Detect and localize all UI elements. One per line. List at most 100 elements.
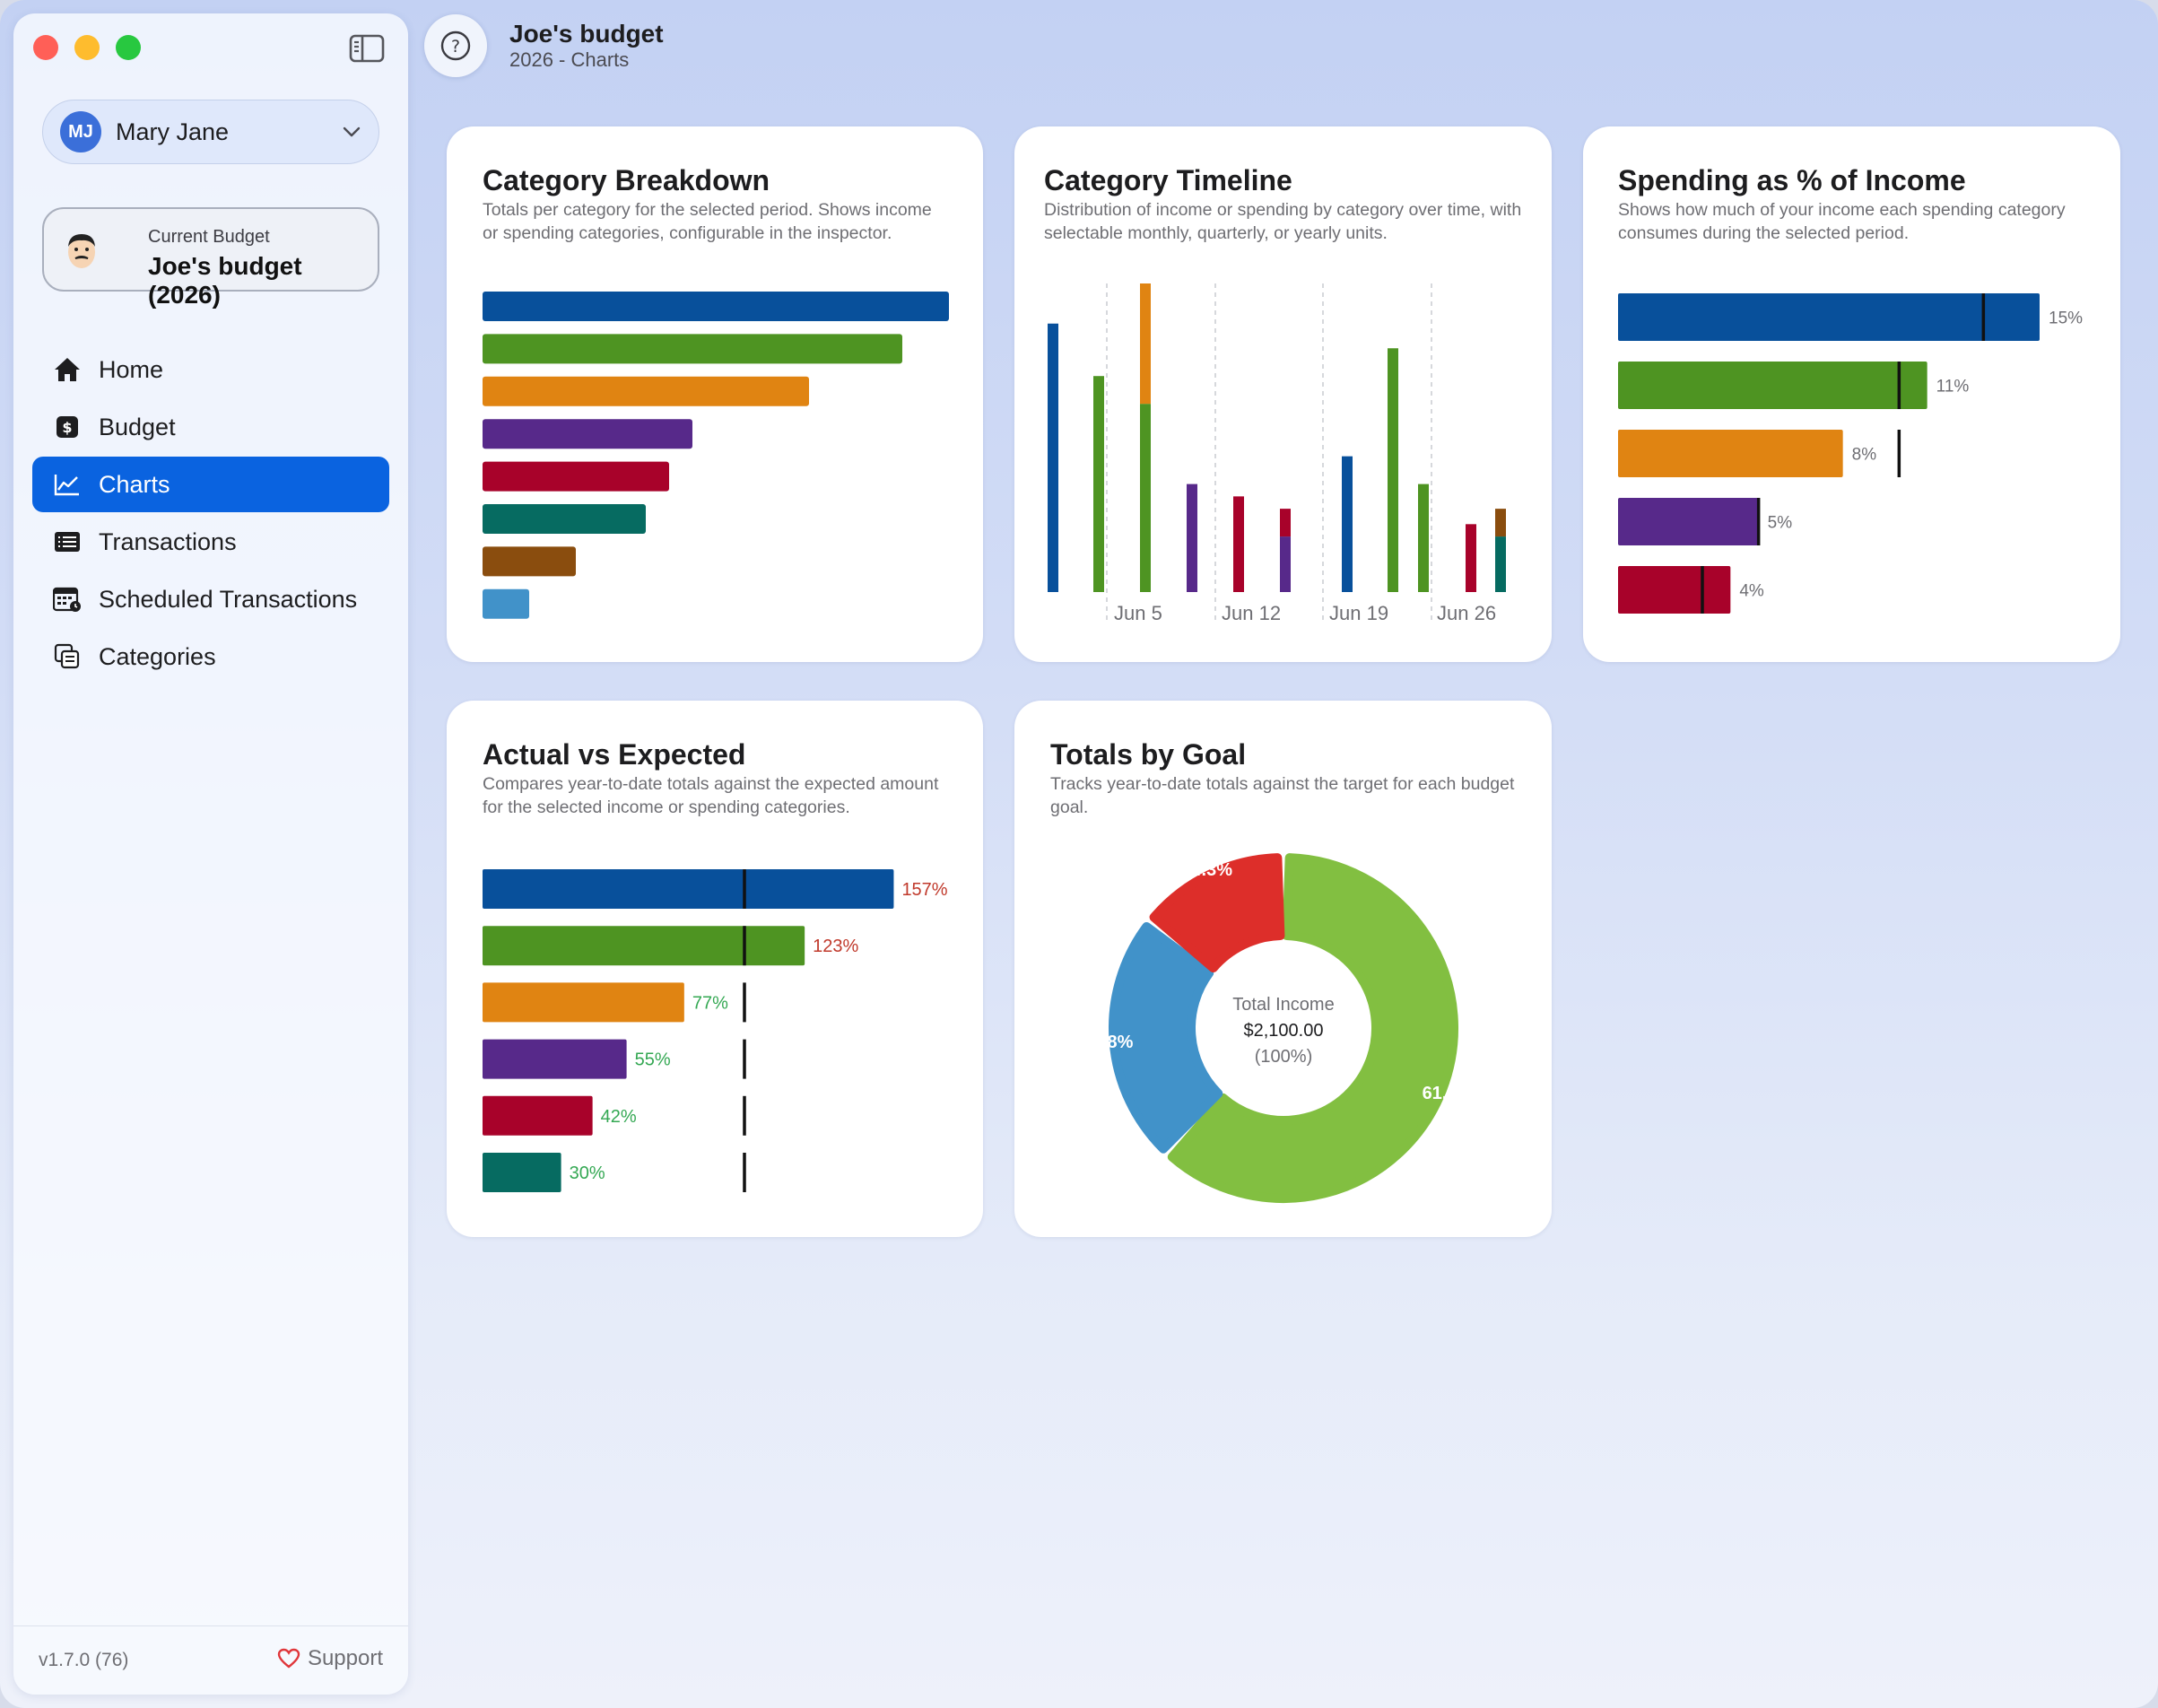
- x-tick-label: Jun 26: [1437, 602, 1496, 624]
- data-label: 157%: [901, 880, 947, 900]
- bar: [1233, 496, 1244, 592]
- bar: [1048, 323, 1058, 592]
- chevron-down-icon: [343, 126, 361, 137]
- support-label: Support: [307, 1646, 383, 1670]
- current-budget-label: Current Budget: [148, 227, 270, 247]
- bar: [483, 982, 684, 1023]
- bar: [1618, 293, 2040, 341]
- window-controls: [33, 35, 141, 60]
- totals-by-goal-chart: 61.9% 23.8% 14.3% Total Income $2,100.00 (100…: [1083, 853, 1474, 1203]
- app-version: v1.7.0 (76): [39, 1650, 129, 1670]
- center-label: Total Income: [1232, 995, 1334, 1015]
- sidebar-item-budget[interactable]: $ Budget: [32, 399, 389, 455]
- bar: [1618, 362, 1927, 409]
- totals-by-goal-card[interactable]: 61.9% 23.8% 14.3% Total Income $2,100.00 (100…: [1014, 701, 1552, 1237]
- sidebar-item-scheduled-transactions[interactable]: Scheduled Transactions: [32, 571, 389, 627]
- bar: [483, 292, 949, 321]
- card-title: Totals by Goal: [1050, 738, 1247, 771]
- card-description: Totals per category for the selected per…: [483, 200, 932, 243]
- sidebar-item-label: Transactions: [99, 527, 237, 555]
- bar: [483, 926, 805, 966]
- data-label: 55%: [635, 1050, 671, 1070]
- dollar-icon: $: [52, 412, 83, 442]
- current-budget-card[interactable]: Current Budget Joe's budget (2026): [42, 207, 379, 309]
- data-label: 30%: [570, 1163, 605, 1183]
- bar: [1466, 524, 1476, 592]
- bar: [1618, 430, 1843, 477]
- data-label: 11%: [1936, 378, 1970, 396]
- avatar: MJ: [60, 111, 101, 152]
- category-timeline-card[interactable]: Jun 5 Jun 12 Jun 19 Jun 26 Category Timelin…: [1014, 126, 1552, 662]
- data-label: 42%: [601, 1107, 637, 1127]
- card-title: Actual vs Expected: [483, 738, 746, 771]
- bar: [483, 461, 669, 492]
- actual-vs-expected-card[interactable]: 157% 123% 77% 55% 42% 30% Actual vs Expected …: [447, 701, 983, 1237]
- spending-income-chart: 15% 11% 8% 5% 4%: [1618, 293, 2083, 614]
- bar: [1618, 498, 1759, 545]
- sidebar-nav: Home $ Budget Charts Transactions: [32, 342, 389, 686]
- user-selector[interactable]: MJ Mary Jane: [42, 100, 379, 164]
- data-label: 77%: [692, 993, 728, 1013]
- slice-label: 61.9%: [1423, 1084, 1474, 1103]
- current-budget-name: Joe's budget (2026): [148, 252, 302, 309]
- x-tick-label: Jun 19: [1329, 602, 1388, 624]
- list-icon: [52, 527, 83, 557]
- x-tick-label: Jun 5: [1114, 602, 1162, 624]
- bar: [1388, 348, 1398, 592]
- card-description: Compares year-to-date totals against the…: [483, 774, 939, 817]
- sidebar-item-transactions[interactable]: Transactions: [32, 514, 389, 570]
- man-face-icon: [68, 234, 95, 268]
- sidebar-item-home[interactable]: Home: [32, 342, 389, 397]
- pie-slice: [1109, 921, 1223, 1154]
- card-description: Tracks year-to-date totals against the t…: [1050, 774, 1515, 817]
- card-title: Category Breakdown: [483, 164, 770, 196]
- bar: [1418, 484, 1429, 592]
- card-title: Category Timeline: [1044, 164, 1292, 196]
- bar: [483, 1095, 593, 1136]
- bar: [483, 334, 902, 364]
- bar: [483, 546, 576, 577]
- center-value: $2,100.00: [1244, 1021, 1324, 1041]
- sidebar-item-charts[interactable]: Charts: [32, 457, 389, 512]
- support-button[interactable]: Support: [277, 1646, 383, 1671]
- minimize-button[interactable]: [74, 35, 100, 60]
- bar: [1280, 509, 1291, 537]
- category-breakdown-chart: [483, 292, 949, 619]
- center-percent: (100%): [1255, 1047, 1312, 1067]
- category-breakdown-card[interactable]: Category Breakdown Totals per category f…: [447, 126, 983, 662]
- x-tick-label: Jun 12: [1222, 602, 1281, 624]
- bar: [483, 588, 529, 619]
- page-subtitle: 2026 - Charts: [509, 48, 630, 71]
- sidebar-footer: v1.7.0 (76) Support: [13, 1625, 408, 1695]
- data-label: 123%: [813, 937, 858, 956]
- help-button[interactable]: ?: [424, 14, 487, 77]
- bar: [483, 504, 646, 534]
- bar: [483, 1039, 627, 1079]
- slice-label: 14.3%: [1181, 860, 1232, 880]
- data-label: 5%: [1768, 514, 1793, 533]
- actual-vs-expected-chart: 157% 123% 77% 55% 42% 30%: [483, 869, 948, 1192]
- pie-slice: [1167, 853, 1458, 1203]
- sidebar-item-categories[interactable]: Categories: [32, 629, 389, 684]
- bar: [483, 376, 809, 406]
- sidebar-item-label: Budget: [99, 413, 176, 440]
- bar: [483, 869, 894, 909]
- chart-line-icon: [52, 469, 83, 500]
- house-icon: [52, 354, 83, 385]
- bar: [1618, 566, 1731, 614]
- sidebar-item-label: Scheduled Transactions: [99, 585, 358, 613]
- zoom-button[interactable]: [116, 35, 141, 60]
- calendar-clock-icon: [52, 584, 83, 614]
- categories-icon: [52, 641, 83, 672]
- spending-income-card[interactable]: 15% 11% 8% 5% 4% Spending as % of Income Sho…: [1583, 126, 2120, 662]
- sidebar-item-label: Categories: [99, 642, 216, 670]
- bar: [1280, 536, 1291, 592]
- page-title: Joe's budget: [509, 20, 664, 48]
- bar: [1495, 536, 1506, 592]
- sidebar-toggle-icon[interactable]: [349, 33, 385, 64]
- pie-slice: [1149, 853, 1285, 973]
- close-button[interactable]: [33, 35, 58, 60]
- bar: [1093, 376, 1104, 592]
- svg-text:?: ?: [451, 37, 460, 57]
